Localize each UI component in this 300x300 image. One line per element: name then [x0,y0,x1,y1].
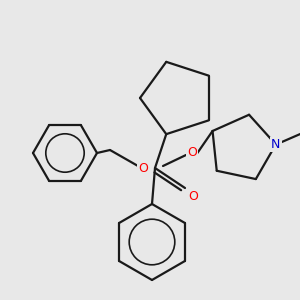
Text: O: O [188,190,198,202]
Text: O: O [187,146,197,160]
Text: N: N [271,138,280,151]
Text: O: O [188,190,198,202]
Text: O: O [138,161,148,175]
Text: O: O [187,146,197,160]
